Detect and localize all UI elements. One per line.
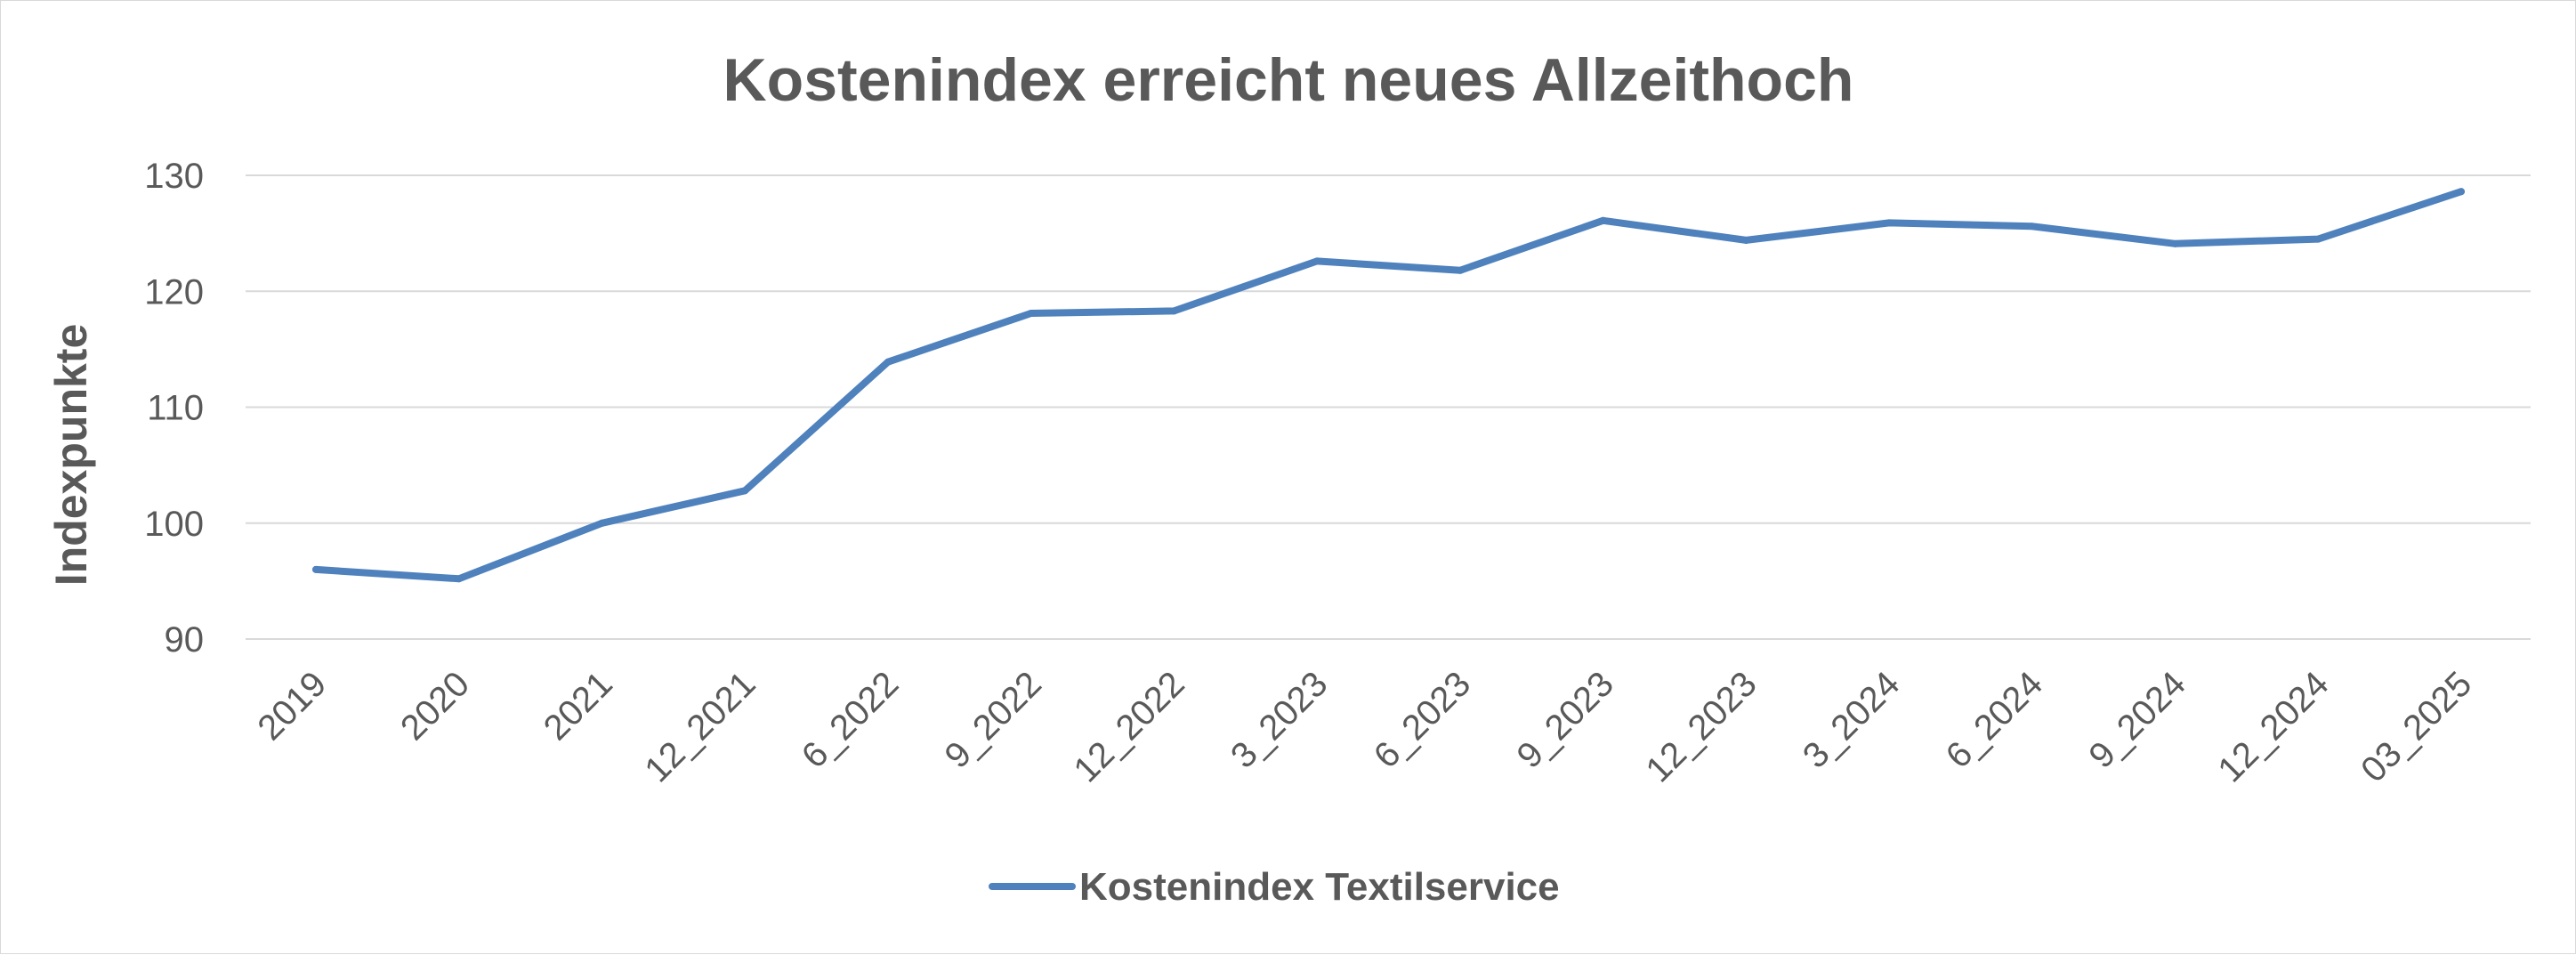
data-point	[1886, 219, 1894, 227]
x-tick-label: 12_2023	[1638, 664, 1764, 789]
y-tick-label: 130	[144, 157, 204, 196]
data-point	[1027, 309, 1035, 317]
data-point	[312, 565, 319, 573]
x-tick-label: 2020	[393, 664, 477, 748]
data-point	[455, 575, 463, 583]
x-tick-label: 6_2022	[795, 664, 907, 776]
y-axis-label: Indexpunkte	[46, 324, 96, 586]
x-tick-label: 12_2024	[2210, 664, 2336, 789]
x-axis-ticks: 2019 2020 2021 12_2021 6_2022 9_2022 12_2022 3_…	[250, 664, 2479, 789]
data-point	[1313, 257, 1321, 265]
x-tick-label: 9_2024	[2081, 664, 2193, 776]
x-tick-label: 6_2023	[1367, 664, 1479, 776]
data-point	[1456, 266, 1464, 274]
y-axis-ticks: 90 100 110 120 130	[144, 157, 204, 660]
x-tick-label: 3_2023	[1223, 664, 1336, 776]
series-group	[312, 188, 2465, 583]
chart-title: Kostenindex erreicht neues Allzeithoch	[723, 46, 1854, 114]
y-tick-label: 90	[165, 620, 205, 660]
x-tick-label: 9_2022	[938, 664, 1050, 776]
x-tick-label: 6_2024	[1939, 664, 2051, 776]
x-tick-label: 12_2021	[637, 664, 763, 789]
data-point	[2458, 188, 2465, 196]
x-tick-label: 2019	[250, 664, 334, 748]
data-point	[1599, 216, 1607, 224]
x-tick-label: 12_2022	[1067, 664, 1192, 789]
data-point	[741, 487, 749, 495]
legend: Kostenindex Textilservice	[989, 865, 1560, 909]
data-point	[1170, 307, 1178, 315]
grid-lines	[246, 174, 2531, 640]
data-point	[598, 519, 606, 527]
x-tick-label: 3_2024	[1796, 664, 1908, 776]
data-point	[2028, 223, 2036, 231]
y-tick-label: 100	[144, 505, 204, 544]
x-tick-label: 9_2023	[1509, 664, 1621, 776]
series-line-0	[312, 188, 2465, 583]
y-tick-label: 120	[144, 272, 204, 312]
data-point	[2171, 239, 2179, 247]
x-tick-label: 2021	[537, 664, 620, 748]
y-tick-label: 110	[147, 389, 204, 428]
data-point	[1742, 236, 1750, 244]
data-point	[884, 358, 892, 366]
legend-label: Kostenindex Textilservice	[1079, 865, 1560, 909]
x-tick-label: 03_2025	[2354, 664, 2479, 789]
data-point	[2314, 235, 2322, 243]
